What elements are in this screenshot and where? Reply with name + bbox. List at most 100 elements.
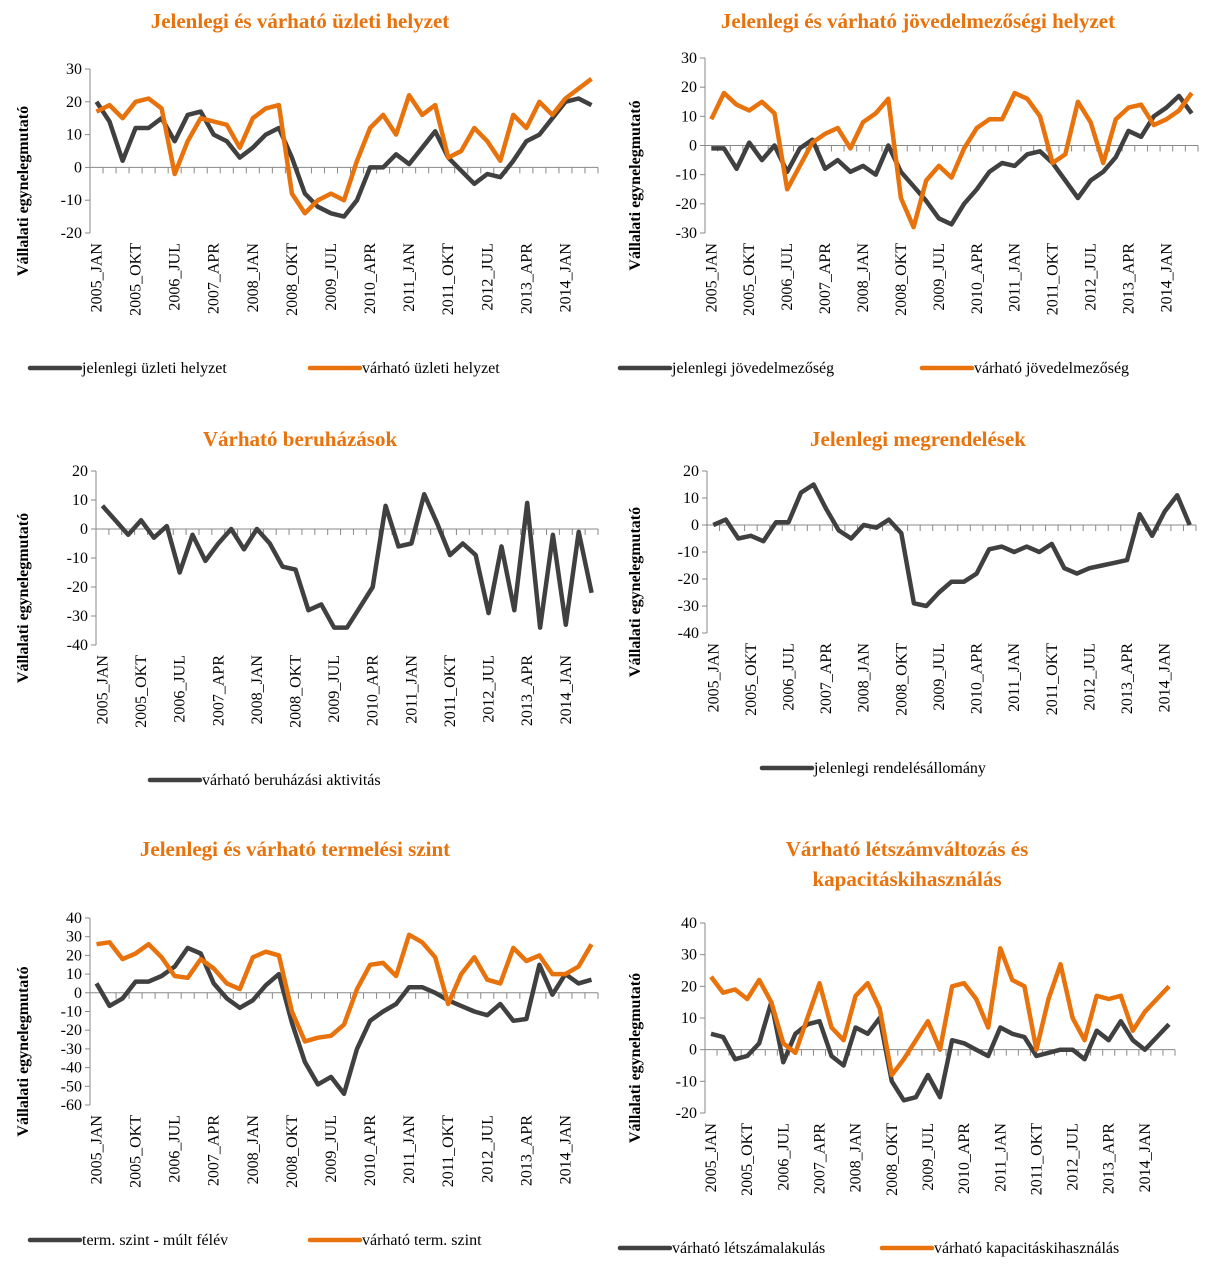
x-tick-label: 2013_APR <box>1120 243 1137 314</box>
y-tick-label: -30 <box>678 598 699 615</box>
x-tick-label: 2010_APR <box>365 655 382 726</box>
x-tick-label: 2014_JAN <box>1137 1123 1154 1193</box>
x-tick-label: 2005_OKT <box>128 243 145 316</box>
y-tick-label: -20 <box>678 571 699 588</box>
line <box>94 945 593 1097</box>
x-tick-label: 2011_OKT <box>1045 243 1062 316</box>
chart-title: Várható létszámváltozás és kapacitáskiha… <box>785 837 1029 891</box>
legend-label: várható beruházási aktivitás <box>202 772 381 789</box>
x-tick-label: 2006_JUL <box>167 1115 184 1183</box>
y-tick-label: 0 <box>80 521 88 538</box>
x-tick-label: 2006_JUL <box>775 1123 792 1191</box>
x-tick-label: 2005_OKT <box>133 655 150 728</box>
chart-title: Jelenlegi és várható üzleti helyzet <box>150 9 450 33</box>
chart-panel: Jelenlegi és várható jövedelmezőségi hel… <box>612 0 1224 420</box>
x-tick-label: 2006_JUL <box>172 655 189 723</box>
x-tick-label: 2014_JAN <box>1157 643 1174 713</box>
y-tick-label: -30 <box>67 608 88 625</box>
x-tick-label: 2008_JAN <box>855 243 872 313</box>
y-axis-label: Vállalati egynelegmutató <box>15 513 32 683</box>
y-axis-label: Vállalati egynelegmutató <box>15 106 32 276</box>
y-tick-label: 10 <box>66 127 82 144</box>
y-tick-label: 20 <box>72 463 88 480</box>
line <box>709 946 1171 1078</box>
x-tick-label: 2013_APR <box>518 1115 535 1186</box>
legend-label: várható létszámalakulás <box>672 1240 825 1257</box>
x-tick-label: 2010_APR <box>956 1123 973 1194</box>
chart: -30 -20 -10 0 10 20 30 2005_JAN 2005_OKT 2006_JUL… <box>617 50 1199 377</box>
x-tick-label: 2014_JAN <box>557 243 574 313</box>
line <box>709 90 1194 230</box>
x-tick-label: 2012_JUL <box>479 1115 496 1183</box>
legend-label: várható kapacitáskihasználás <box>934 1240 1119 1257</box>
x-tick-label: 2010_APR <box>362 243 379 314</box>
y-tick-label: -60 <box>61 1097 82 1114</box>
y-axis-label: Vállalati egynelegmutató <box>627 973 644 1143</box>
x-tick-label: 2008_OKT <box>284 1115 301 1188</box>
x-tick-label: 2005_OKT <box>128 1115 145 1188</box>
x-tick-label: 2008_OKT <box>893 243 910 316</box>
x-tick-label: 2007_APR <box>811 1123 828 1194</box>
y-tick-label: -40 <box>678 625 699 642</box>
x-tick-label: 2005_JAN <box>703 243 720 313</box>
x-tick-label: 2013_APR <box>1119 643 1136 714</box>
chart-title: Jelenlegi és várható termelési szint <box>139 837 451 861</box>
y-tick-label: -40 <box>67 637 88 654</box>
chart-title: Jelenlegi megrendelések <box>810 427 1026 451</box>
x-tick-label: 2008_JAN <box>245 243 262 313</box>
line <box>100 491 594 630</box>
x-tick-label: 2011_OKT <box>1044 643 1061 716</box>
x-tick-label: 2014_JAN <box>557 1115 574 1185</box>
x-tick-label: 2011_OKT <box>1028 1123 1045 1196</box>
x-tick-label: 2011_JAN <box>403 655 420 724</box>
x-tick-label: 2008_OKT <box>288 655 305 728</box>
x-tick-label: 2012_JUL <box>479 243 496 311</box>
x-tick-label: 2014_JAN <box>558 655 575 725</box>
x-tick-label: 2012_JUL <box>1065 1123 1082 1191</box>
chart: -40 -30 -20 -10 0 10 20 2005_JAN 2005_OKT 2006_JU… <box>15 463 599 789</box>
x-tick-label: 2005_JAN <box>89 1115 106 1185</box>
x-tick-label: 2011_JAN <box>401 243 418 312</box>
legend-label: várható üzleti helyzet <box>362 360 500 377</box>
x-tick-label: 2011_OKT <box>440 1115 457 1188</box>
x-tick-label: 2007_APR <box>206 243 223 314</box>
x-tick-label: 2008_OKT <box>284 243 301 316</box>
x-tick-label: 2008_JAN <box>856 643 873 713</box>
y-axis-label: Vállalati egynelegmutató <box>627 100 644 270</box>
y-tick-label: 20 <box>66 947 82 964</box>
legend-label: várható jövedelmezőség <box>974 360 1129 377</box>
x-tick-label: 2007_APR <box>210 655 227 726</box>
x-tick-label: 2008_JAN <box>245 1115 262 1185</box>
x-tick-label: 2010_APR <box>362 1115 379 1186</box>
x-tick-label: 2011_JAN <box>992 1123 1009 1192</box>
chart: -20 -10 0 10 20 30 40 2005_JAN 2005_OKT 2006_JUL 2… <box>617 915 1176 1257</box>
y-tick-label: 20 <box>681 978 697 995</box>
legend-label: jelenlegi üzleti helyzet <box>81 360 227 377</box>
chart: -20 -10 0 10 20 30 2005_JAN 2005_OKT 2006_JUL 200… <box>15 61 599 377</box>
y-tick-label: -10 <box>61 1004 82 1021</box>
y-tick-label: -10 <box>678 544 699 561</box>
y-axis-label: Vállalati egynelegmutató <box>627 507 644 677</box>
y-tick-label: -20 <box>676 196 697 213</box>
x-tick-label: 2005_OKT <box>741 243 758 316</box>
y-tick-label: 30 <box>66 929 82 946</box>
x-tick-label: 2012_JUL <box>1083 243 1100 311</box>
y-tick-label: 10 <box>681 1010 697 1027</box>
x-tick-label: 2008_OKT <box>884 1123 901 1196</box>
chart-title: Várható beruházások <box>202 427 398 451</box>
y-tick-label: 20 <box>683 463 699 480</box>
chart-panel: Várható létszámváltozás és kapacitáskiha… <box>612 830 1224 1271</box>
chart-panel: Jelenlegi és várható üzleti helyzet -20 -1… <box>0 0 612 420</box>
x-tick-label: 2011_JAN <box>1007 243 1024 312</box>
y-tick-label: -20 <box>61 1022 82 1039</box>
y-tick-label: 40 <box>66 910 82 927</box>
x-tick-label: 2012_JUL <box>1081 643 1098 711</box>
x-tick-label: 2007_APR <box>818 643 835 714</box>
line <box>712 482 1192 609</box>
x-tick-label: 2007_APR <box>206 1115 223 1186</box>
line <box>94 96 593 219</box>
y-tick-label: 0 <box>689 1042 697 1059</box>
x-tick-label: 2009_JUL <box>326 655 343 723</box>
y-tick-label: -10 <box>61 192 82 209</box>
